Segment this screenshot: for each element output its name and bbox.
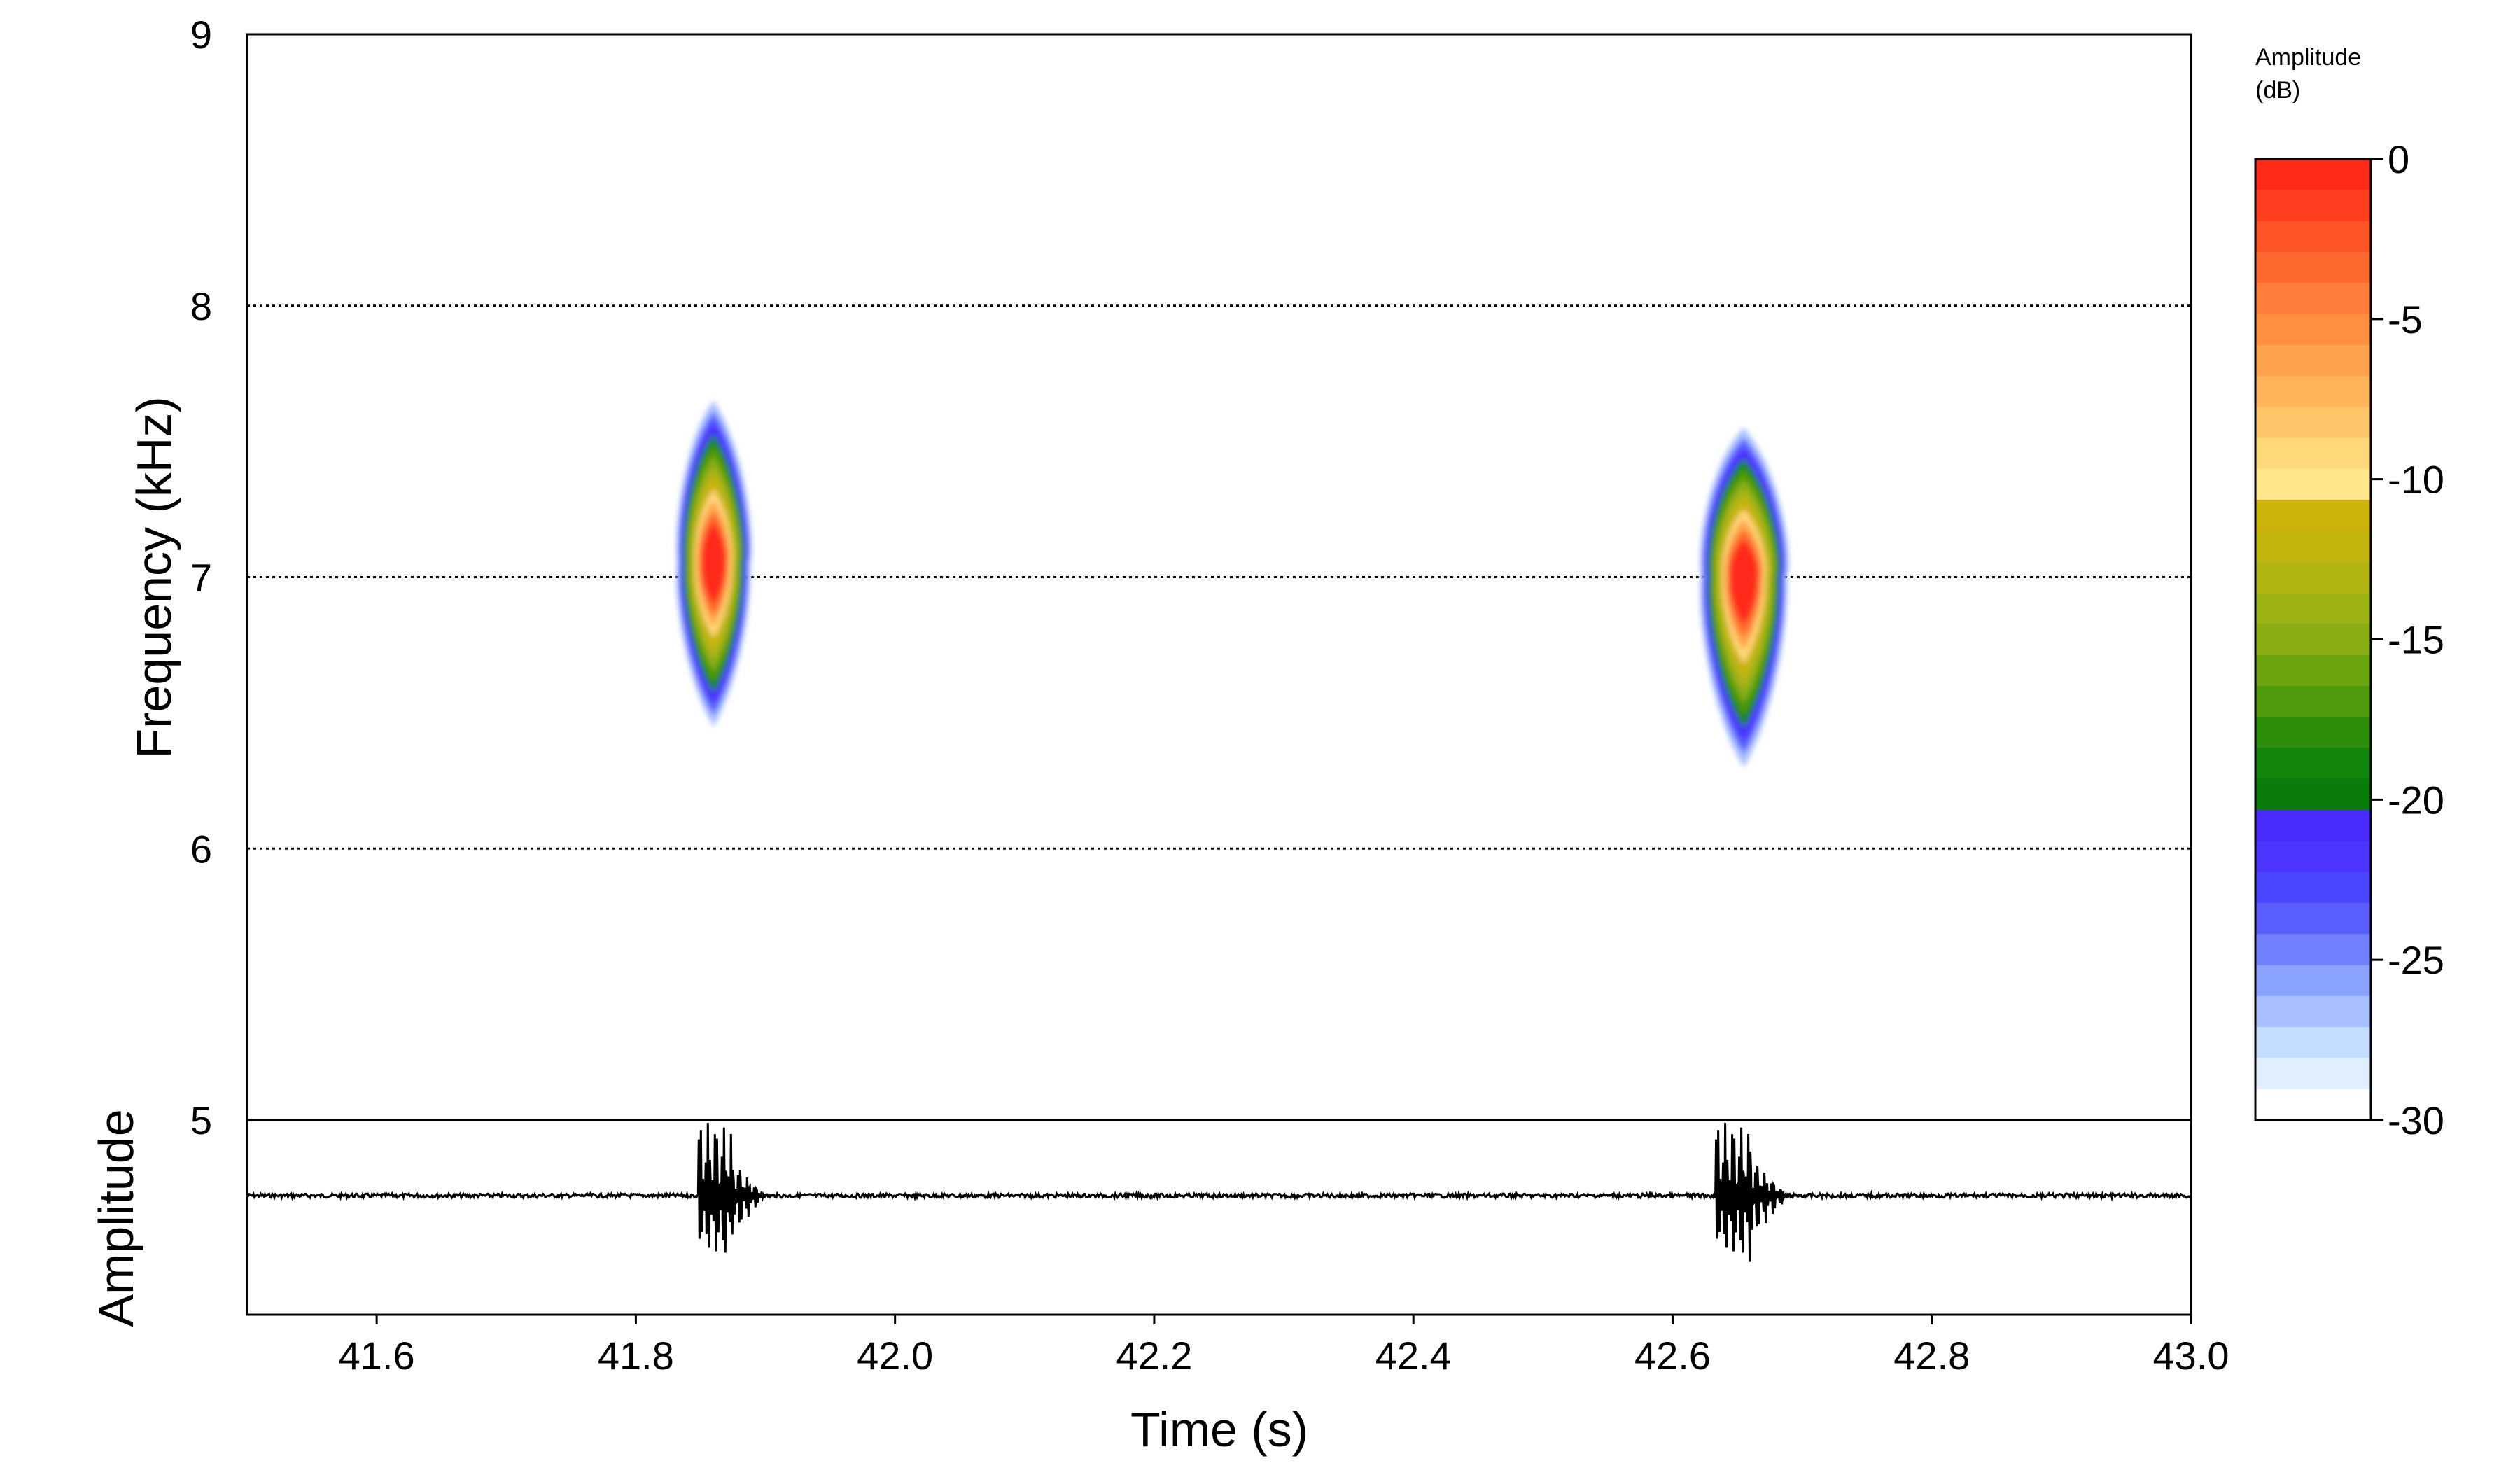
colorbar-swatch <box>2255 1088 2371 1121</box>
colorbar-swatch <box>2255 251 2371 284</box>
colorbar-swatch <box>2255 810 2371 841</box>
frequency-tick-labels: 5 6 7 8 9 <box>190 13 212 1142</box>
oscillogram-panel: Amplitude 41.6 41.8 42.0 42.2 42.4 42.6 42.8 43… <box>89 1109 2230 1457</box>
colorbar-tick-label: -20 <box>2388 778 2444 822</box>
colorbar-swatch <box>2255 438 2371 470</box>
waveform-baseline <box>247 1189 2191 1202</box>
colorbar-tick-label: -30 <box>2388 1098 2444 1142</box>
colorbar-swatch <box>2255 220 2371 253</box>
spectrogram-events <box>676 400 1789 767</box>
amplitude-axis-title: Amplitude <box>89 1109 144 1326</box>
colorbar-swatch <box>2255 717 2371 749</box>
colorbar-swatch <box>2255 934 2371 966</box>
colorbar-swatch <box>2255 1058 2371 1090</box>
frequency-tick-label: 8 <box>190 284 212 328</box>
colorbar-swatch <box>2255 778 2371 811</box>
oscillogram-waveform <box>247 1123 2191 1262</box>
colorbar-swatch <box>2255 468 2371 500</box>
time-tick-labels: 41.6 41.8 42.0 42.2 42.4 42.6 42.8 43.0 <box>339 1315 2230 1378</box>
colorbar-swatch <box>2255 376 2371 407</box>
colorbar-tick-label: -5 <box>2388 298 2423 342</box>
frequency-tick-label: 6 <box>190 827 212 871</box>
colorbar-swatch <box>2255 872 2371 904</box>
time-tick-label: 41.8 <box>598 1334 674 1378</box>
colorbar-swatch <box>2255 1027 2371 1059</box>
colorbar-swatch <box>2255 561 2371 594</box>
colorbar-swatch <box>2255 190 2371 222</box>
colorbar-title: Amplitude <box>2255 44 2361 71</box>
waveform-burst-1 <box>696 1123 774 1253</box>
colorbar-swatch <box>2255 344 2371 377</box>
colorbar-ticks: 0 -5 -10 -15 -20 -25 -30 <box>2371 137 2444 1142</box>
colorbar-tick-label: -25 <box>2388 938 2444 982</box>
colorbar-swatch <box>2255 407 2371 439</box>
spectrogram-frame <box>246 33 2192 1316</box>
time-tick-label: 42.2 <box>1116 1334 1192 1378</box>
colorbar-swatch <box>2255 654 2371 687</box>
colorbar-swatch <box>2255 965 2371 997</box>
frequency-gridlines <box>247 304 2191 850</box>
colorbar-tick-label: 0 <box>2388 137 2409 181</box>
colorbar-swatch <box>2255 593 2371 624</box>
spectrogram-panel: 5 6 7 8 9 Frequency (kHz) <box>127 13 2192 1316</box>
colorbar-swatch <box>2255 624 2371 656</box>
frequency-tick-label: 7 <box>190 556 212 600</box>
colorbar-swatch <box>2255 500 2371 532</box>
spectrogram-event-1 <box>676 400 752 727</box>
time-tick-label: 43.0 <box>2153 1334 2230 1378</box>
colorbar-tick-label: -15 <box>2388 618 2444 662</box>
time-tick-label: 42.8 <box>1893 1334 1970 1378</box>
colorbar-swatch <box>2255 283 2371 315</box>
time-tick-label: 42.4 <box>1376 1334 1452 1378</box>
colorbar: Amplitude (dB) 0 -5 -10 -15 -20 -25 -30 <box>2254 44 2444 1142</box>
waveform-burst-2 <box>1714 1123 1797 1262</box>
frequency-tick-label: 5 <box>190 1098 212 1142</box>
time-tick-label: 42.6 <box>1634 1334 1711 1378</box>
time-tick-label: 41.6 <box>339 1334 415 1378</box>
colorbar-swatch <box>2255 995 2371 1028</box>
contour-level <box>1730 540 1758 624</box>
contour-level <box>701 523 726 604</box>
colorbar-swatch <box>2255 159 2371 190</box>
frequency-axis-title: Frequency (kHz) <box>127 396 181 758</box>
colorbar-unit: (dB) <box>2255 77 2300 104</box>
colorbar-swatch <box>2255 748 2371 780</box>
time-tick-label: 42.0 <box>857 1334 933 1378</box>
colorbar-tick-label: -10 <box>2388 458 2444 502</box>
colorbar-swatch <box>2255 531 2371 563</box>
time-axis-title: Time (s) <box>1130 1402 1308 1457</box>
colorbar-swatch <box>2255 841 2371 873</box>
colorbar-swatch <box>2255 314 2371 346</box>
spectrogram-event-2 <box>1700 428 1789 767</box>
frequency-tick-label: 9 <box>190 13 212 57</box>
colorbar-swatch <box>2255 685 2371 718</box>
colorbar-swatches <box>2255 159 2371 1121</box>
colorbar-swatch <box>2255 902 2371 934</box>
